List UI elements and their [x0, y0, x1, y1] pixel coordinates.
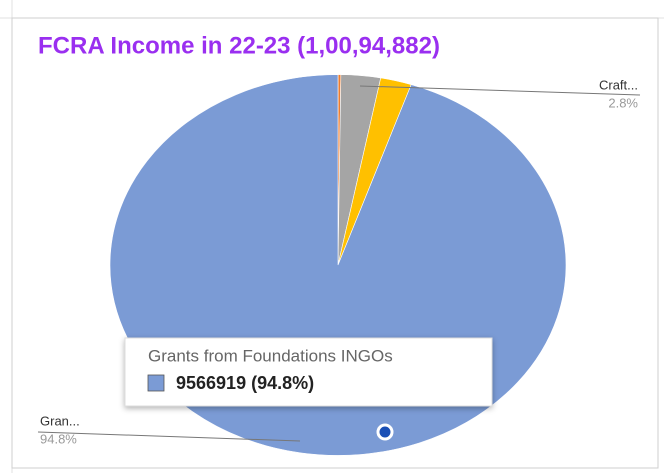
slice-label: Gran...: [40, 413, 80, 428]
slice-value-label: 94.8%: [40, 431, 77, 446]
leader-line: [37, 431, 301, 442]
slice-value-label: 2.8%: [608, 95, 638, 110]
tooltip: Grants from Foundations INGOs 9566919 (9…: [124, 337, 493, 407]
hover-marker: [376, 423, 394, 441]
chart-title: FCRA Income in 22-23 (1,00,94,882): [38, 32, 440, 59]
slice-label: Craft...: [599, 77, 638, 92]
tooltip-box: [124, 337, 493, 407]
slice-labels: Craft... 2.8% Gran... 94.8%: [37, 77, 641, 446]
tooltip-swatch: [147, 374, 165, 392]
leader-line: [359, 85, 641, 96]
tooltip-value: 9566919 (94.8%): [176, 373, 314, 393]
tooltip-title: Grants from Foundations INGOs: [148, 346, 393, 365]
